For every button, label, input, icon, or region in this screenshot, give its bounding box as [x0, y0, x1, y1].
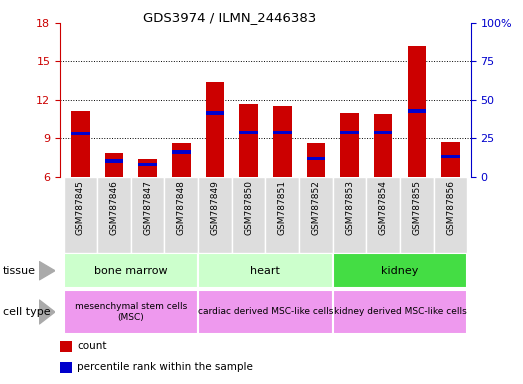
Text: GSM787853: GSM787853: [345, 180, 354, 235]
Bar: [71, 132, 89, 135]
Text: percentile rank within the sample: percentile rank within the sample: [77, 362, 253, 372]
Bar: [139, 159, 157, 177]
Bar: [232, 177, 266, 253]
Bar: [60, 341, 72, 352]
Bar: [198, 177, 232, 253]
Bar: [441, 142, 460, 177]
Bar: [400, 177, 434, 253]
Text: GSM787848: GSM787848: [177, 180, 186, 235]
Bar: [306, 143, 325, 177]
Bar: [198, 253, 333, 288]
Bar: [206, 111, 224, 114]
Bar: [273, 106, 291, 177]
Text: cell type: cell type: [3, 307, 50, 317]
Text: kidney derived MSC-like cells: kidney derived MSC-like cells: [334, 308, 467, 316]
Bar: [206, 82, 224, 177]
Text: GSM787846: GSM787846: [109, 180, 119, 235]
Bar: [367, 177, 400, 253]
Text: GSM787849: GSM787849: [210, 180, 220, 235]
Bar: [60, 362, 72, 373]
Bar: [105, 153, 123, 177]
Text: heart: heart: [251, 266, 280, 276]
Bar: [374, 114, 392, 177]
Bar: [299, 177, 333, 253]
Bar: [240, 104, 258, 177]
Bar: [63, 290, 198, 334]
Text: GSM787854: GSM787854: [379, 180, 388, 235]
Bar: [63, 253, 198, 288]
Bar: [333, 290, 468, 334]
Bar: [306, 157, 325, 160]
Bar: [340, 113, 359, 177]
Bar: [131, 177, 164, 253]
Bar: [374, 131, 392, 134]
Bar: [172, 143, 190, 177]
Bar: [273, 131, 291, 134]
Bar: [139, 162, 157, 166]
Bar: [434, 177, 468, 253]
Polygon shape: [39, 300, 55, 324]
Text: GSM787852: GSM787852: [311, 180, 321, 235]
Bar: [333, 177, 367, 253]
Text: mesenchymal stem cells
(MSC): mesenchymal stem cells (MSC): [75, 302, 187, 322]
Bar: [441, 155, 460, 158]
Text: GSM787855: GSM787855: [412, 180, 422, 235]
Text: tissue: tissue: [3, 266, 36, 276]
Bar: [340, 131, 359, 134]
Text: GSM787856: GSM787856: [446, 180, 455, 235]
Text: GSM787850: GSM787850: [244, 180, 253, 235]
Bar: [333, 253, 468, 288]
Text: bone marrow: bone marrow: [94, 266, 168, 276]
Bar: [105, 159, 123, 162]
Text: count: count: [77, 341, 107, 351]
Text: GSM787845: GSM787845: [76, 180, 85, 235]
Bar: [164, 177, 198, 253]
Bar: [97, 177, 131, 253]
Polygon shape: [39, 262, 55, 280]
Text: cardiac derived MSC-like cells: cardiac derived MSC-like cells: [198, 308, 333, 316]
Bar: [198, 290, 333, 334]
Text: GSM787851: GSM787851: [278, 180, 287, 235]
Bar: [71, 111, 89, 177]
Bar: [63, 177, 97, 253]
Bar: [240, 131, 258, 134]
Bar: [266, 177, 299, 253]
Text: kidney: kidney: [381, 266, 419, 276]
Bar: [407, 109, 426, 113]
Text: GDS3974 / ILMN_2446383: GDS3974 / ILMN_2446383: [143, 12, 317, 25]
Bar: [172, 151, 190, 154]
Bar: [407, 46, 426, 177]
Text: GSM787847: GSM787847: [143, 180, 152, 235]
